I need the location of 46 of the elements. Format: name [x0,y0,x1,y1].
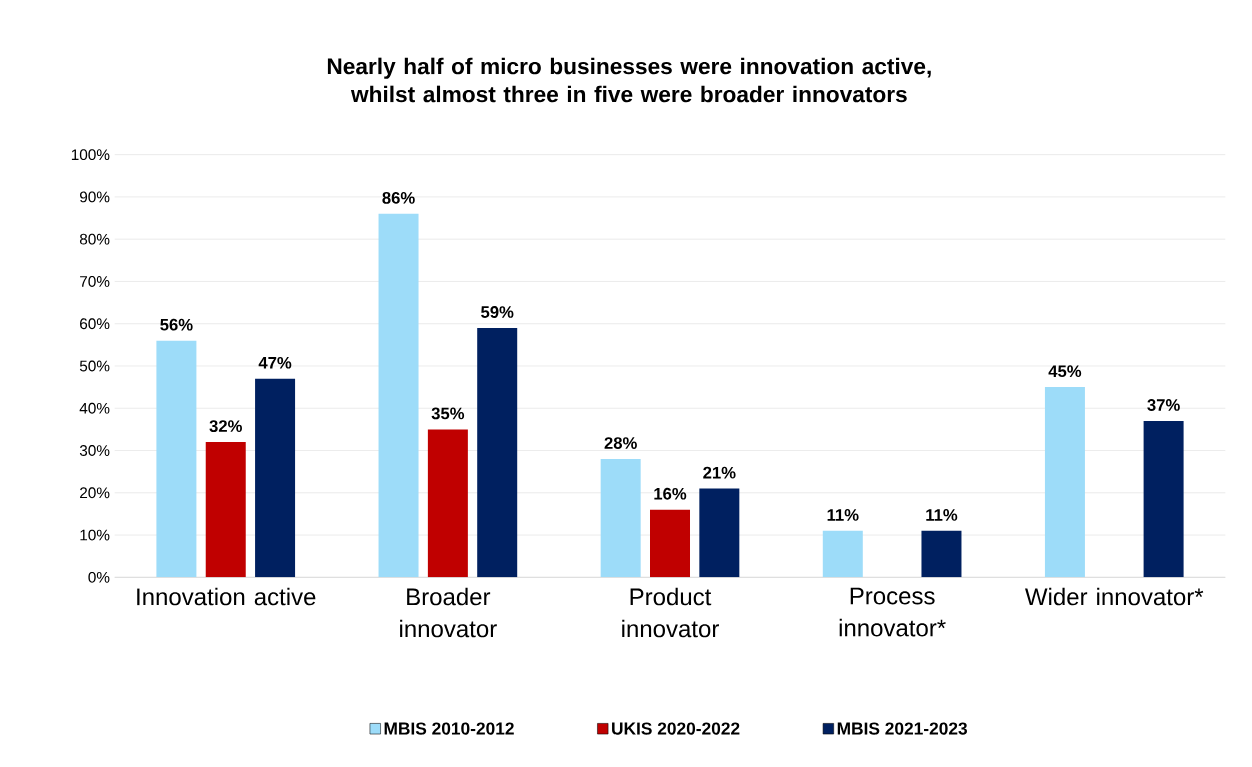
bar [156,340,197,578]
bar [1044,387,1085,578]
data-label: 37% [1147,399,1180,412]
bar [1143,421,1184,578]
y-tick-label: 40% [79,403,110,414]
bar [427,429,468,578]
data-label: 35% [431,407,465,420]
bar [600,459,641,578]
x-tick-label: Innovation active [137,587,316,606]
y-tick-label: 70% [80,276,110,288]
y-tick-label: 100% [71,149,110,161]
data-label: 11% [926,509,958,521]
y-tick-label: 30% [79,445,110,457]
y-tick-label: 50% [79,360,110,372]
data-label: 16% [654,488,687,500]
chart-title: Nearly half of micro businesses were innovation active, whilst almost three in five were broader innovators [327,57,931,103]
y-tick-label: 80% [79,233,110,245]
data-label: 11% [827,509,859,521]
bar [921,531,962,578]
data-label: 32% [209,420,242,433]
bar [477,328,518,578]
bar [822,531,863,578]
bar [205,442,246,578]
data-label: 56% [160,318,193,331]
data-label: 21% [703,466,736,479]
y-tick-label: 10% [80,529,110,541]
bar [650,509,691,578]
y-tick-label: 90% [79,191,110,203]
legend-label: UKIS 2020-2022 [612,722,740,735]
bar [255,378,296,578]
legend-label: MBIS 2021-2023 [837,722,967,735]
data-label: 47% [258,357,292,369]
x-tick-label: Broader innovator [400,587,497,638]
data-label: 28% [604,437,637,450]
y-tick-label: 20% [80,487,110,499]
bar [699,488,740,578]
data-label: 86% [382,192,415,204]
x-tick-label: Wider innovator* [1025,587,1204,606]
y-tick-label: 0% [88,572,110,583]
y-tick-label: 60% [80,318,110,330]
data-label: 59% [481,306,514,319]
x-tick-label: Process innovator* [839,587,946,637]
x-tick-label: Product innovator [622,587,719,638]
bar [378,214,419,578]
data-label: 45% [1048,365,1082,378]
legend-label: MBIS 2010-2012 [384,722,514,735]
